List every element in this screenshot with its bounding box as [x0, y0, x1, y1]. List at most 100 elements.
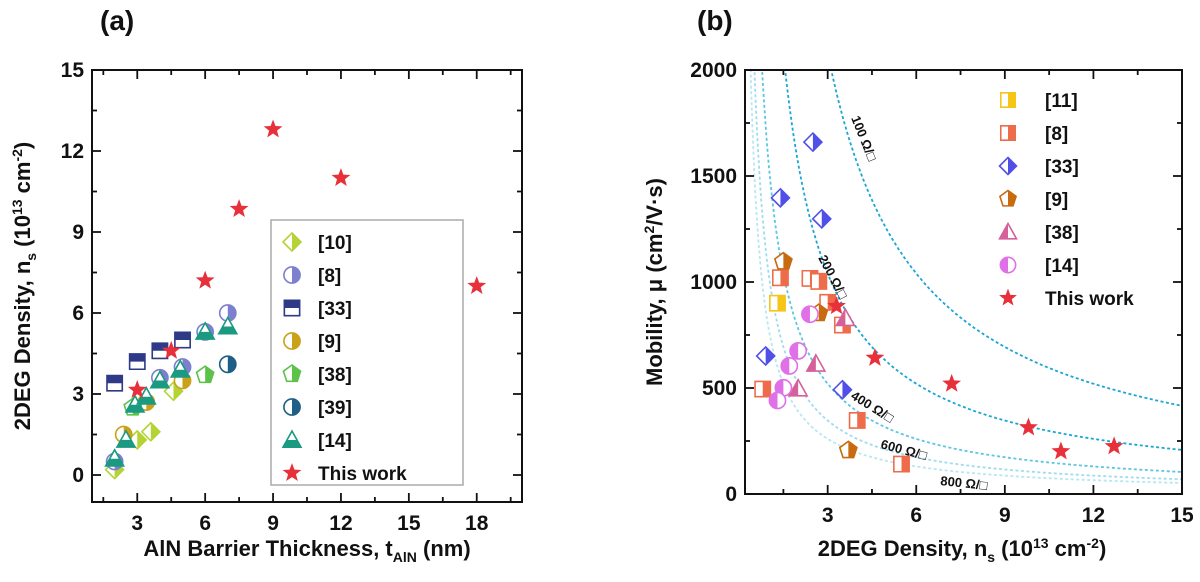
- legend-marker: [999, 124, 1017, 142]
- panel-b-y-axis-label: Mobility, μ (cm2/V·s): [641, 178, 667, 386]
- star-marker: [865, 347, 885, 366]
- panel-a-label: (a): [100, 5, 134, 36]
- star-marker: [263, 119, 283, 138]
- y-tick-label: 0: [72, 464, 84, 487]
- data-point: [773, 251, 793, 270]
- data-point: [135, 386, 157, 405]
- data-point: [195, 365, 215, 384]
- legend-label: [14]: [1045, 256, 1079, 277]
- data-point: [893, 455, 910, 473]
- marker-fill: [292, 233, 301, 251]
- data-point: [1051, 441, 1071, 460]
- data-point: [151, 342, 169, 360]
- legend-marker: [283, 266, 301, 284]
- star-marker: [1051, 441, 1071, 460]
- x-tick-label: 9: [999, 504, 1011, 527]
- data-point: [1019, 417, 1038, 436]
- legend-marker: [998, 156, 1018, 176]
- panel-a-x-axis-label: AlN Barrier Thickness, tAlN (nm): [143, 536, 470, 565]
- x-tick-label: 3: [131, 512, 143, 535]
- y-tick-label: 6: [72, 302, 84, 325]
- marker-fill: [901, 456, 910, 472]
- legend-label: This work: [318, 464, 407, 485]
- data-point: [768, 391, 787, 410]
- marker-fill: [1008, 190, 1017, 206]
- star-marker: [999, 288, 1017, 306]
- data-point: [811, 208, 832, 229]
- data-point: [848, 411, 866, 429]
- marker-fill: [174, 332, 191, 340]
- marker-fill: [762, 381, 771, 397]
- legend-marker: [281, 429, 303, 448]
- y-tick-label: 3: [72, 383, 84, 406]
- marker-fill: [137, 396, 156, 404]
- sheet-resistance-curve: [761, 70, 1182, 473]
- marker-fill: [1008, 92, 1016, 108]
- data-point: [801, 305, 819, 324]
- data-point: [169, 359, 191, 378]
- panel-a-legend-box: [270, 219, 464, 486]
- legend-marker: [998, 189, 1018, 207]
- data-point: [755, 345, 776, 367]
- data-point: [835, 307, 856, 327]
- marker-fill: [1000, 257, 1008, 273]
- star-marker: [1019, 417, 1038, 436]
- legend-label: [38]: [1045, 223, 1079, 244]
- legend-marker: [282, 463, 302, 482]
- marker-fill: [780, 188, 790, 207]
- legend-marker: [282, 364, 302, 383]
- sheet-resistance-curve: [753, 70, 1182, 481]
- legend-marker: [283, 299, 301, 317]
- marker-fill: [777, 295, 786, 311]
- star-marker: [942, 373, 962, 392]
- data-point: [787, 377, 809, 397]
- data-point: [754, 380, 772, 398]
- marker-fill: [1008, 125, 1016, 141]
- data-point: [827, 296, 846, 315]
- curve-label: 800 Ω/□: [940, 473, 989, 493]
- star-marker: [467, 276, 487, 295]
- panel-b-label: (b): [697, 5, 733, 36]
- data-point: [802, 131, 824, 153]
- curve-label: 100 Ω/□: [848, 114, 880, 164]
- data-point: [194, 321, 216, 340]
- panel-a-chart: (a) 3 6 9 12 15 18 0 3 6 9 12 15 AlN Barrier Thickn…: [9, 5, 523, 565]
- data-point: [161, 340, 181, 359]
- data-point: [771, 269, 789, 287]
- data-point: [115, 429, 137, 448]
- y-tick-label: 0: [725, 483, 737, 506]
- marker-fill: [173, 382, 183, 401]
- data-point: [810, 272, 828, 290]
- legend-marker: [999, 288, 1017, 306]
- marker-fill: [205, 366, 214, 383]
- marker-fill: [790, 342, 799, 359]
- marker-fill: [227, 356, 236, 373]
- marker-fill: [783, 252, 792, 269]
- panel-a-points: [104, 119, 487, 480]
- x-tick-label: 12: [1082, 504, 1105, 527]
- x-tick-label: 6: [199, 512, 211, 535]
- star-marker: [282, 463, 302, 482]
- data-point: [106, 374, 124, 392]
- data-point: [769, 294, 786, 312]
- x-tick-label: 15: [397, 512, 421, 535]
- marker-fill: [801, 306, 810, 323]
- panel-a-y-axis-label: 2DEG Density, ns (1013 cm-2): [9, 142, 39, 431]
- marker-fill: [292, 332, 301, 350]
- panel-a-ticks: 3 6 9 12 15 18 0 3 6 9 12 15: [61, 59, 522, 535]
- data-point: [467, 276, 487, 295]
- legend-marker: [283, 398, 301, 416]
- y-tick-label: 15: [61, 59, 85, 82]
- legend-label: [8]: [318, 266, 341, 287]
- legend-label: [9]: [318, 332, 341, 353]
- marker-fill: [1008, 157, 1017, 175]
- legend-label: [38]: [318, 365, 352, 386]
- data-point: [865, 347, 885, 366]
- data-point: [174, 331, 191, 349]
- marker-fill: [196, 331, 215, 340]
- marker-fill: [129, 353, 145, 362]
- x-tick-label: 6: [910, 504, 922, 527]
- marker-fill: [116, 439, 135, 448]
- marker-fill: [171, 369, 190, 377]
- x-tick-label: 9: [267, 512, 279, 535]
